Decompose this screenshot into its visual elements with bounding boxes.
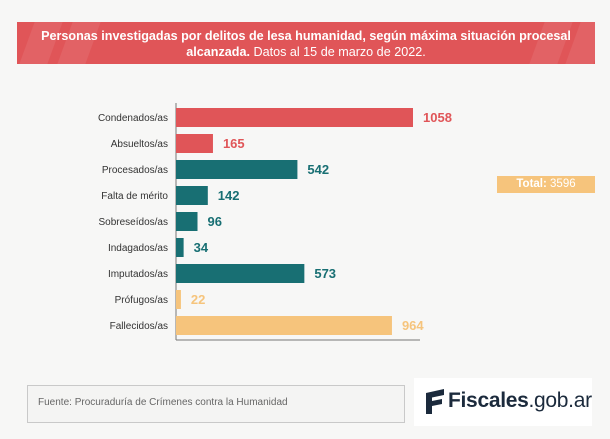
value-label: 165: [223, 136, 245, 151]
value-label: 542: [307, 162, 329, 177]
value-label: 142: [218, 188, 240, 203]
category-label: Sobreseídos/as: [99, 217, 169, 228]
bar: [176, 212, 198, 231]
bar: [176, 238, 184, 257]
category-label: Indagados/as: [108, 243, 168, 254]
category-label: Fallecidos/as: [110, 321, 168, 332]
logo-flag-icon: [426, 389, 444, 414]
bar: [176, 186, 208, 205]
chart-title-date: Datos al 15 de marzo de 2022.: [253, 45, 426, 59]
value-label: 22: [191, 292, 205, 307]
value-label: 96: [208, 214, 222, 229]
source-box: Fuente: Procuraduría de Crímenes contra …: [27, 385, 405, 423]
chart-title: Personas investigadas por delitos de les…: [17, 28, 595, 60]
title-banner: Personas investigadas por delitos de les…: [17, 22, 595, 64]
category-label: Condenados/as: [98, 113, 168, 124]
value-label: 34: [194, 240, 209, 255]
category-label: Prófugos/as: [115, 295, 168, 306]
value-label: 573: [314, 266, 336, 281]
fiscales-logo: Fiscales.gob.ar: [414, 378, 592, 426]
bar: [176, 160, 298, 179]
chart-title-bold: Personas investigadas por delitos de les…: [41, 29, 571, 59]
category-label: Falta de mérito: [101, 191, 168, 202]
value-label: 964: [402, 318, 424, 333]
bar: [176, 316, 392, 335]
bar: [176, 264, 305, 283]
source-text: Fuente: Procuraduría de Crímenes contra …: [38, 397, 288, 408]
total-badge: Total: 3596: [497, 176, 595, 193]
total-label: Total:: [516, 178, 547, 190]
category-label: Absueltos/as: [111, 139, 168, 150]
total-value: 3596: [550, 178, 576, 190]
bar: [176, 108, 413, 127]
logo-suffix: .gob.ar: [528, 389, 593, 412]
value-label: 1058: [423, 110, 452, 125]
logo-text: Fiscales.gob.ar: [448, 389, 592, 413]
logo-main: Fiscales: [448, 389, 529, 412]
bar: [176, 290, 181, 309]
category-label: Procesados/as: [102, 165, 168, 176]
bar: [176, 134, 213, 153]
category-label: Imputados/as: [108, 269, 168, 280]
